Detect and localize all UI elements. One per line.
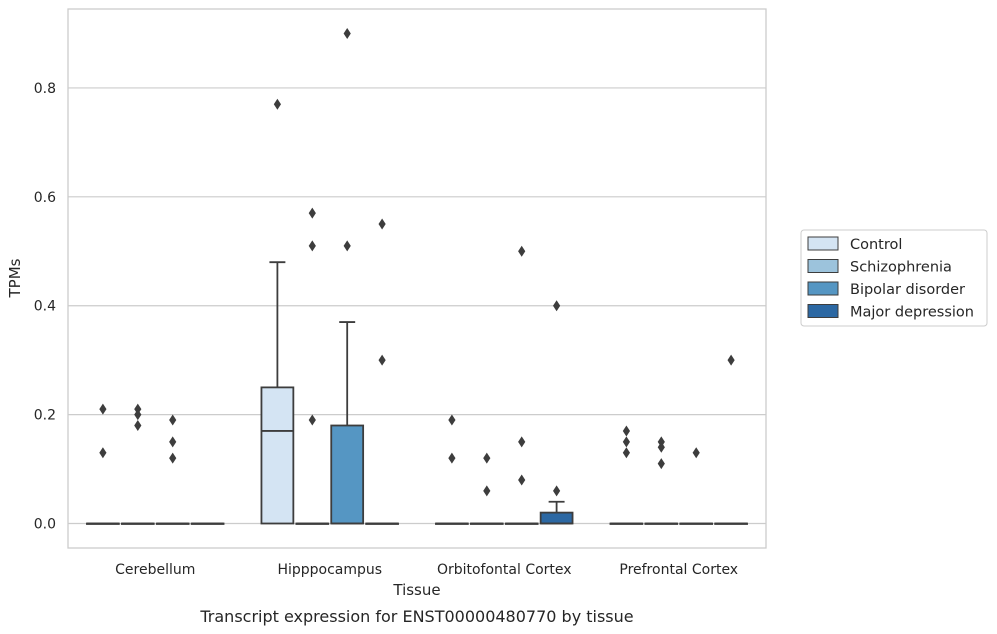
legend-swatch [807, 304, 839, 318]
box-0-3 [190, 522, 225, 525]
legend-label: Bipolar disorder [850, 282, 965, 298]
box-body [260, 386, 295, 525]
x-tick-label: Prefrontal Cortex [619, 562, 738, 578]
box-2-0 [435, 414, 469, 525]
legend: Control Schizophrenia Bipolar disorder Majo… [800, 229, 988, 327]
x-axis-label: Tissue [392, 581, 440, 599]
outlier-point [657, 436, 665, 448]
box-1-1 [295, 207, 330, 525]
box-1-2 [330, 28, 365, 525]
outlier-point [622, 436, 630, 448]
outlier-point [657, 458, 665, 470]
outlier-point [622, 447, 630, 459]
outlier-point [134, 420, 142, 431]
outlier-point [518, 436, 526, 448]
outlier-point [448, 452, 456, 464]
box-2-2 [504, 245, 539, 525]
y-tick-labels: 0.0 0.2 0.4 0.6 0.8 [34, 81, 56, 533]
legend-label: Schizophrenia [850, 260, 952, 276]
box-2-3 [539, 300, 574, 525]
box-0-2 [155, 414, 190, 525]
legend-swatch [807, 236, 839, 251]
outlier-point [448, 414, 456, 426]
legend-label: Control [850, 237, 902, 253]
outlier-point [169, 436, 177, 448]
outlier-point [99, 447, 107, 459]
x-tick-labels: Cerebellum Hipppocampus Orbitofontal Corte… [115, 562, 738, 578]
outlier-point [518, 474, 526, 486]
box-plot-series [86, 28, 748, 525]
x-tick-label: Hipppocampus [277, 562, 382, 578]
outlier-point [169, 452, 177, 464]
outlier-point [169, 414, 177, 426]
legend-label: Major depression [850, 305, 974, 321]
outlier-point [308, 414, 316, 426]
outlier-point [378, 354, 386, 366]
y-tick-label: 0.4 [34, 299, 56, 315]
outlier-point [134, 409, 142, 421]
outlier-point [727, 354, 735, 366]
outlier-point [692, 447, 700, 459]
chart-caption: Transcript expression for ENST0000048077… [199, 607, 633, 626]
outlier-point [343, 240, 351, 252]
y-tick-label: 0.2 [34, 408, 56, 424]
box-2-1 [469, 452, 504, 525]
outlier-point [553, 485, 561, 497]
outlier-point [518, 245, 526, 257]
y-axis-label: TPMs [6, 258, 24, 298]
legend-frame [800, 229, 988, 327]
legend-swatch [807, 259, 839, 273]
outlier-point [483, 485, 491, 497]
outlier-point [622, 425, 630, 437]
y-tick-label: 0.6 [34, 190, 56, 206]
box-1-3 [365, 218, 399, 525]
outlier-point [378, 218, 386, 230]
box-3-0 [609, 425, 644, 525]
legend-swatch [807, 281, 839, 296]
x-tick-label: Orbitofontal Cortex [437, 562, 572, 578]
box-body [330, 424, 365, 525]
x-tick-label: Cerebellum [115, 562, 195, 578]
box-0-0 [86, 403, 120, 525]
box-3-1 [644, 436, 679, 525]
box-body [539, 511, 574, 525]
box-1-0 [260, 98, 295, 525]
outlier-point [273, 98, 281, 110]
y-tick-label: 0.0 [34, 517, 56, 533]
box-0-1 [120, 403, 155, 525]
outlier-point [308, 240, 316, 252]
box-3-2 [679, 447, 714, 525]
outlier-point [483, 452, 491, 464]
box-3-3 [714, 354, 748, 525]
plot-frame [67, 8, 767, 549]
outlier-point [553, 300, 561, 312]
outlier-point [308, 207, 316, 219]
y-tick-label: 0.8 [34, 81, 56, 97]
outlier-point [99, 403, 107, 415]
outlier-point [343, 28, 351, 39]
